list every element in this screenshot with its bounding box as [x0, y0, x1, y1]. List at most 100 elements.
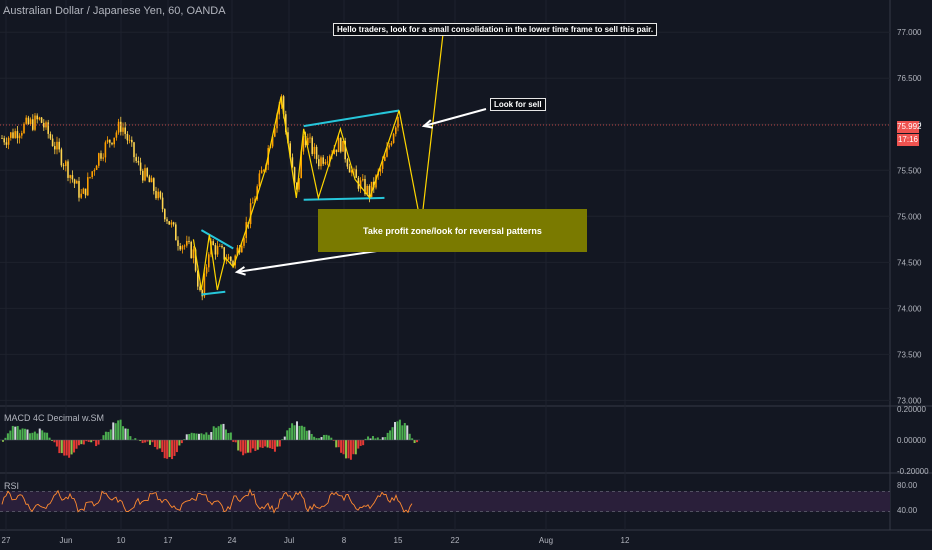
macd-bar — [129, 436, 132, 440]
macd-bar — [227, 433, 230, 440]
macd-bar — [90, 440, 93, 443]
candle-body — [43, 122, 45, 128]
candle-body — [344, 140, 346, 160]
macd-bar — [146, 440, 149, 442]
candle-body — [25, 117, 27, 124]
x-tick-label: Jun — [60, 536, 73, 545]
macd-bar — [406, 425, 409, 440]
annotation-main[interactable]: Hello traders, look for a small consolid… — [333, 23, 658, 36]
macd-bar — [80, 440, 83, 445]
macd-bar — [322, 434, 325, 440]
candle-body — [159, 191, 162, 198]
candle-body — [227, 256, 230, 260]
candle-body — [364, 178, 366, 195]
macd-bar — [202, 434, 205, 440]
take-profit-zone[interactable]: Take profit zone/look for reversal patte… — [318, 209, 587, 252]
x-tick-label: 27 — [2, 536, 11, 545]
macd-bar — [156, 440, 159, 450]
candle-body — [102, 157, 104, 159]
candle-body — [5, 142, 8, 145]
candle-body — [150, 178, 153, 183]
candle-body — [252, 202, 254, 204]
macd-bar — [251, 440, 254, 449]
macd-bar — [104, 431, 107, 440]
macd-bar — [249, 440, 252, 453]
x-tick-label: 24 — [228, 536, 237, 545]
macd-bar — [82, 440, 85, 445]
candle-body — [76, 180, 78, 184]
candle-body — [225, 259, 228, 261]
macd-bar — [247, 440, 249, 453]
macd-bar — [300, 425, 303, 440]
y-tick-label: 77.000 — [897, 28, 922, 37]
macd-bar — [364, 438, 367, 440]
candle-body — [157, 191, 159, 199]
candle-body — [155, 190, 157, 199]
candle-body — [177, 240, 179, 246]
candle-body — [298, 178, 300, 190]
candle-body — [40, 117, 43, 123]
candle-body — [186, 240, 188, 246]
macd-bar — [46, 432, 49, 440]
macd-bar — [224, 429, 227, 440]
macd-bar — [310, 433, 313, 440]
macd-bar — [269, 440, 272, 449]
macd-bar — [26, 429, 29, 440]
macd-bar — [386, 432, 389, 440]
macd-bar — [401, 425, 404, 440]
candle-body — [366, 185, 368, 195]
macd-bar — [222, 423, 225, 440]
macd-bar — [332, 440, 335, 441]
macd-bar — [242, 440, 245, 456]
candle-body — [120, 121, 122, 132]
rsi-label[interactable]: RSI — [4, 481, 20, 491]
candle-body — [47, 122, 49, 134]
candle-body — [135, 157, 137, 161]
candle-body — [335, 149, 338, 153]
candle-body — [322, 157, 324, 164]
macd-bar — [63, 440, 66, 456]
macd-bar — [38, 428, 41, 440]
macd-bar — [24, 428, 27, 440]
macd-bar — [73, 440, 76, 453]
candle-body — [18, 135, 21, 139]
candle-body — [236, 247, 239, 256]
macd-bar — [389, 430, 392, 440]
candle-body — [216, 246, 219, 255]
candle-body — [166, 219, 168, 222]
candle-body — [7, 137, 10, 145]
candle-body — [84, 188, 87, 196]
macd-bar — [139, 440, 142, 442]
candle-body — [23, 123, 25, 134]
candle-body — [329, 155, 331, 162]
candle-body — [232, 261, 234, 266]
macd-bar — [283, 436, 286, 440]
macd-bar — [97, 440, 100, 445]
macd-bar — [215, 427, 218, 440]
macd-bar — [359, 440, 362, 446]
macd-bar — [178, 440, 181, 446]
macd-label[interactable]: MACD 4C Decimal w.SM — [4, 413, 105, 423]
macd-bar — [9, 430, 12, 440]
candle-body — [203, 273, 206, 297]
macd-bar — [151, 440, 154, 443]
macd-bar — [193, 433, 196, 440]
macd-bar — [2, 440, 4, 442]
candle-body — [362, 178, 364, 181]
macd-bar — [347, 440, 350, 459]
candle-body — [192, 249, 195, 259]
macd-bar — [19, 429, 22, 440]
macd-bar — [6, 433, 9, 440]
candle-body — [190, 241, 192, 259]
candle-body — [21, 133, 23, 136]
macd-bar — [166, 440, 169, 459]
candle-body — [379, 168, 382, 172]
candle-body — [230, 256, 232, 262]
macd-bar — [325, 434, 328, 440]
candle-body — [219, 245, 221, 247]
annotation-sell[interactable]: Look for sell — [490, 98, 546, 111]
candle-body — [194, 249, 197, 271]
macd-bar — [4, 437, 7, 440]
candle-body — [111, 142, 113, 145]
